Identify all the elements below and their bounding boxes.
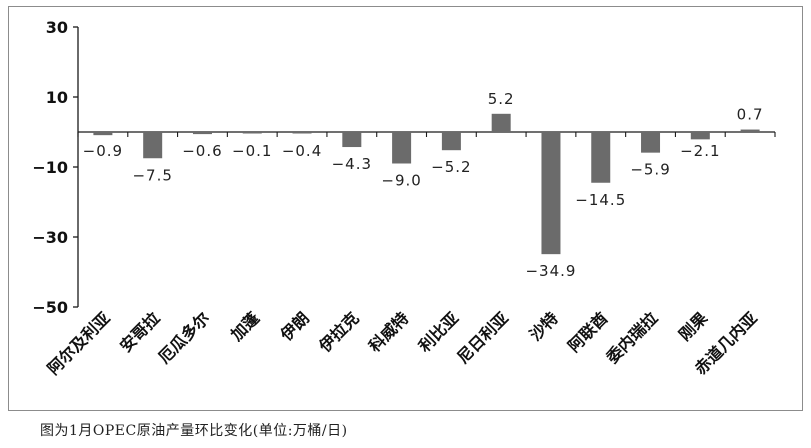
category-label: 加蓬 <box>226 308 263 345</box>
category-label: 利比亚 <box>415 308 462 355</box>
data-label: −5.9 <box>630 161 670 179</box>
data-label: −0.9 <box>83 142 123 160</box>
category-label: 委内瑞拉 <box>602 308 661 367</box>
chart-frame <box>8 6 803 411</box>
data-label: −0.1 <box>232 142 272 160</box>
y-tick-label: −10 <box>32 158 68 177</box>
bar-chart: 30 10 −10 −30 −50 −0.9 阿尔及利亚 −7.5 安哥拉 −0.6 厄瓜多尔 −0.… <box>32 18 776 378</box>
category-label: 伊朗 <box>276 308 313 345</box>
y-tick-label: 10 <box>46 88 68 107</box>
data-label: −2.1 <box>680 142 720 160</box>
category-label: 科威特 <box>365 308 412 355</box>
data-label: 5.2 <box>488 90 515 108</box>
bar <box>491 113 511 132</box>
category-label: 阿尔及利亚 <box>44 308 114 378</box>
bar <box>342 132 362 148</box>
category-label: 沙特 <box>526 308 562 344</box>
bar <box>192 132 212 135</box>
data-label: −7.5 <box>132 166 172 184</box>
bar <box>143 132 163 159</box>
data-label: −34.9 <box>525 262 576 280</box>
chart-caption: 图为1月OPEC原油产量环比变化(单位:万桶/日) <box>40 423 348 439</box>
data-label: 0.7 <box>737 106 764 124</box>
data-label: −4.3 <box>332 155 372 173</box>
y-tick-label: 30 <box>46 18 68 37</box>
y-tick-label: −30 <box>32 228 68 247</box>
bar <box>392 132 412 164</box>
bar <box>93 132 113 136</box>
bar <box>242 132 262 134</box>
bar <box>740 129 760 132</box>
bar <box>690 132 710 140</box>
bar <box>591 132 611 183</box>
bar <box>641 132 661 153</box>
bar <box>541 132 561 255</box>
category-label: 尼日利亚 <box>453 308 512 367</box>
data-label: −5.2 <box>431 158 471 176</box>
category-label: 厄瓜多尔 <box>155 308 214 367</box>
data-label: −0.6 <box>182 142 222 160</box>
bar <box>292 132 312 134</box>
data-label: −0.4 <box>282 142 322 160</box>
y-tick-label: −50 <box>32 298 68 317</box>
category-label: 阿联酋 <box>564 308 611 355</box>
bar <box>441 132 461 151</box>
data-label: −14.5 <box>575 191 626 209</box>
category-label: 伊拉克 <box>315 308 363 356</box>
data-label: −9.0 <box>381 172 421 190</box>
category-label: 刚果 <box>675 308 711 344</box>
category-label: 安哥拉 <box>116 308 163 355</box>
